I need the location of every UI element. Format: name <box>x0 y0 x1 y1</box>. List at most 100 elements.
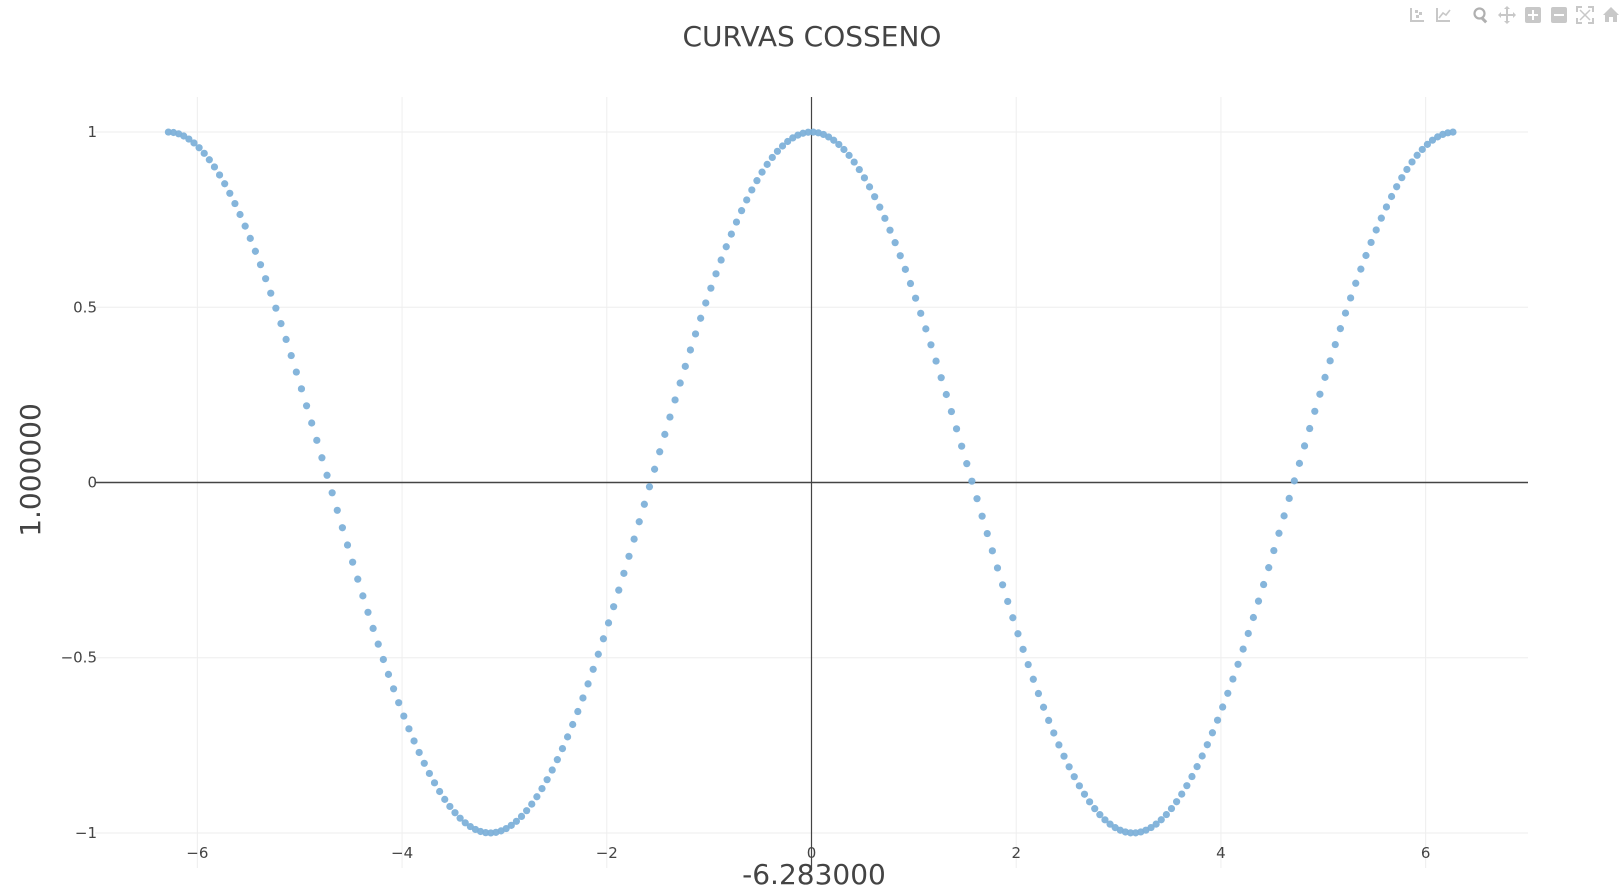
data-point[interactable] <box>574 707 582 716</box>
data-point[interactable] <box>1029 675 1037 683</box>
data-point[interactable] <box>262 275 270 283</box>
data-point[interactable] <box>599 635 608 643</box>
data-point[interactable] <box>886 226 894 234</box>
data-point[interactable] <box>221 180 229 188</box>
data-point[interactable] <box>1152 820 1160 828</box>
data-point[interactable] <box>308 419 316 427</box>
data-point[interactable] <box>635 518 643 526</box>
data-point[interactable] <box>1275 529 1283 537</box>
data-point[interactable] <box>1449 128 1457 136</box>
data-point[interactable] <box>328 489 336 497</box>
data-point[interactable] <box>1203 741 1211 749</box>
data-point[interactable] <box>517 812 526 820</box>
data-point[interactable] <box>850 158 858 166</box>
data-point[interactable] <box>748 186 756 194</box>
data-point[interactable] <box>1285 494 1293 503</box>
data-point[interactable] <box>543 776 551 784</box>
data-point[interactable] <box>952 425 961 433</box>
data-point[interactable] <box>420 759 428 767</box>
data-point[interactable] <box>891 239 899 247</box>
data-point[interactable] <box>333 506 341 514</box>
data-points[interactable] <box>164 128 1457 837</box>
data-point[interactable] <box>773 147 782 155</box>
data-point[interactable] <box>1280 512 1288 520</box>
data-point[interactable] <box>205 156 213 164</box>
data-point[interactable] <box>963 460 971 468</box>
data-point[interactable] <box>343 541 352 549</box>
data-point[interactable] <box>563 733 572 741</box>
data-point[interactable] <box>871 193 879 201</box>
data-point[interactable] <box>436 787 444 796</box>
data-point[interactable] <box>430 779 439 787</box>
data-point[interactable] <box>768 153 776 162</box>
data-point[interactable] <box>1270 546 1278 555</box>
data-point[interactable] <box>1101 816 1109 824</box>
data-point[interactable] <box>1167 804 1176 813</box>
data-point[interactable] <box>917 309 925 317</box>
data-point[interactable] <box>359 592 367 600</box>
data-point[interactable] <box>983 529 991 538</box>
data-point[interactable] <box>1188 772 1196 781</box>
data-point[interactable] <box>384 670 393 678</box>
data-point[interactable] <box>1009 614 1017 622</box>
autoscale-icon[interactable] <box>1574 4 1596 26</box>
data-point[interactable] <box>1096 811 1104 819</box>
data-point[interactable] <box>620 569 628 577</box>
data-point[interactable] <box>1213 716 1222 724</box>
data-point[interactable] <box>630 535 638 543</box>
data-point[interactable] <box>1060 752 1068 760</box>
data-point[interactable] <box>1162 810 1170 819</box>
data-point[interactable] <box>860 174 869 182</box>
data-point[interactable] <box>456 814 464 822</box>
data-point[interactable] <box>753 177 761 185</box>
data-point[interactable] <box>287 351 295 360</box>
data-point[interactable] <box>1224 689 1232 697</box>
zoom-in-icon[interactable] <box>1522 4 1544 26</box>
data-point[interactable] <box>968 477 976 485</box>
data-point[interactable] <box>338 524 346 532</box>
data-point[interactable] <box>707 284 715 292</box>
data-point[interactable] <box>1024 660 1032 669</box>
data-point[interactable] <box>1183 782 1191 790</box>
data-point[interactable] <box>282 335 290 344</box>
data-point[interactable] <box>758 168 766 176</box>
data-point[interactable] <box>1372 226 1380 234</box>
data-point[interactable] <box>1249 613 1257 622</box>
data-point[interactable] <box>978 512 986 520</box>
data-point[interactable] <box>272 304 280 312</box>
data-point[interactable] <box>1091 805 1099 813</box>
data-point[interactable] <box>1393 183 1401 191</box>
data-point[interactable] <box>993 564 1002 572</box>
data-point[interactable] <box>697 314 705 322</box>
data-point[interactable] <box>482 829 490 837</box>
data-point[interactable] <box>1239 645 1247 653</box>
data-point[interactable] <box>569 720 577 729</box>
data-point[interactable] <box>640 500 648 508</box>
data-point[interactable] <box>323 471 331 479</box>
data-point[interactable] <box>666 413 674 421</box>
data-point[interactable] <box>927 341 935 349</box>
data-point[interactable] <box>226 189 234 197</box>
data-point[interactable] <box>1229 675 1237 683</box>
data-point[interactable] <box>1147 823 1155 832</box>
data-point[interactable] <box>906 279 915 288</box>
data-point[interactable] <box>676 379 684 387</box>
data-point[interactable] <box>691 330 700 338</box>
data-point[interactable] <box>190 139 198 147</box>
compare-data-icon[interactable] <box>1406 4 1428 26</box>
data-point[interactable] <box>1326 357 1334 365</box>
data-point[interactable] <box>1295 459 1304 467</box>
data-point[interactable] <box>231 199 239 208</box>
data-point[interactable] <box>947 407 956 416</box>
data-point[interactable] <box>512 817 521 825</box>
data-point[interactable] <box>958 442 966 450</box>
data-point[interactable] <box>1367 238 1375 247</box>
data-point[interactable] <box>1403 165 1411 174</box>
data-point[interactable] <box>610 603 618 611</box>
data-point[interactable] <box>461 819 469 827</box>
data-point[interactable] <box>1126 829 1135 837</box>
data-point[interactable] <box>1352 279 1360 287</box>
data-point[interactable] <box>737 207 746 215</box>
data-point[interactable] <box>548 766 556 774</box>
data-point[interactable] <box>1362 251 1370 260</box>
